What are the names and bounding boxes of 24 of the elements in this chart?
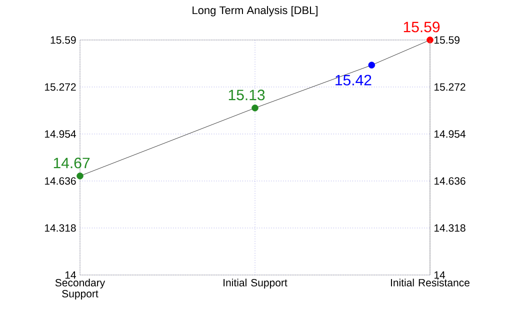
y-tick-label: 14.636 [44, 177, 76, 185]
y2-tick-label: 14.954 [434, 130, 466, 138]
x-tick-label: Initial Support [224, 278, 288, 288]
y-tick-label: 15.272 [44, 83, 76, 91]
y-tick-label: 15.59 [50, 36, 76, 44]
y-tick-label: 14 [65, 271, 76, 279]
x-tick-label: Secondary Support [55, 278, 106, 300]
data-label: 15.13 [228, 90, 265, 100]
y2-tick-label: 15.59 [434, 36, 460, 44]
data-label: 14.67 [54, 158, 90, 168]
chart-title: Long Term Analysis [DBL] [192, 6, 318, 16]
point [252, 104, 258, 112]
point [368, 62, 376, 69]
y2-tick-label: 14.636 [434, 177, 466, 185]
data-label: 15.42 [336, 74, 372, 86]
point [76, 172, 84, 180]
y2-tick-label: 14.318 [434, 224, 466, 232]
y2-tick-label: 14 [434, 271, 446, 279]
point [426, 36, 434, 44]
y-tick-label: 14.318 [44, 224, 76, 232]
x-tick-label: Initial Resistance [390, 278, 470, 286]
y-tick-label: 14.954 [44, 130, 76, 138]
data-label: 15.59 [404, 22, 440, 32]
y2-tick-label: 15.272 [434, 83, 466, 91]
